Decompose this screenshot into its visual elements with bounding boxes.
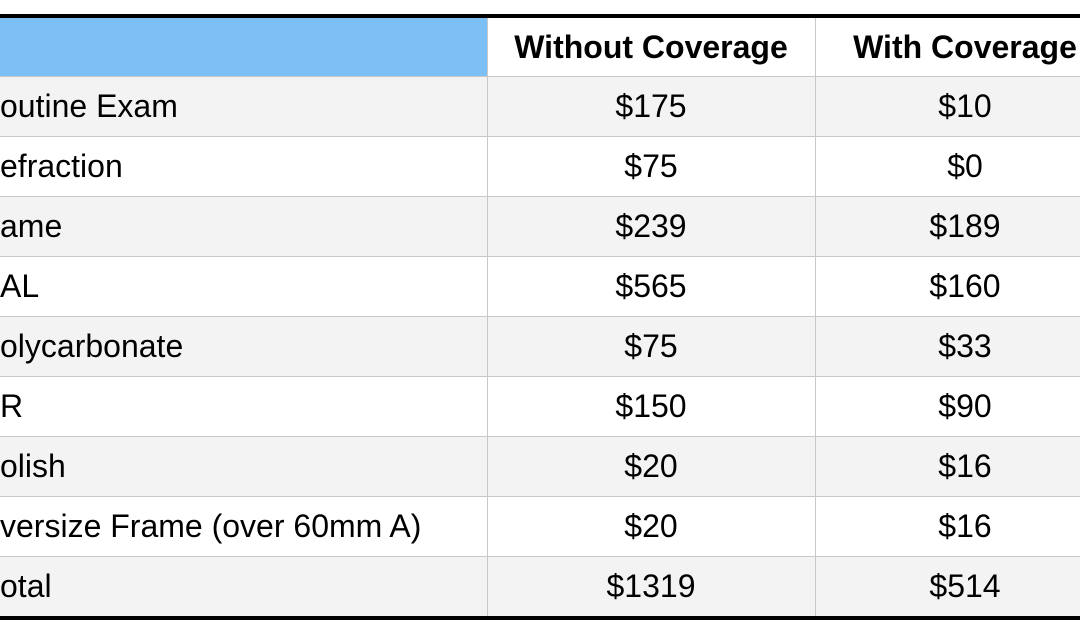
header-cell: Without Coverage xyxy=(487,16,816,77)
header-cell: With Coverage xyxy=(815,16,1080,77)
row-label: AL xyxy=(0,256,488,317)
table-row: efraction $75 $0 xyxy=(0,136,1080,197)
table-row: olycarbonate $75 $33 xyxy=(0,316,1080,377)
price-cell: $75 xyxy=(487,136,816,197)
price-cell: $20 xyxy=(487,436,816,497)
price-cell: $16 xyxy=(815,436,1080,497)
price-cell: $10 xyxy=(815,76,1080,137)
row-label: outine Exam xyxy=(0,76,488,137)
table-row: outine Exam $175 $10 xyxy=(0,76,1080,137)
table-row: otal $1319 $514 xyxy=(0,556,1080,619)
row-label: efraction xyxy=(0,136,488,197)
price-cell: $1319 xyxy=(487,556,816,619)
row-label: versize Frame (over 60mm A) xyxy=(0,496,488,557)
table-row: olish $20 $16 xyxy=(0,436,1080,497)
table-row: ame $239 $189 xyxy=(0,196,1080,257)
row-label: olish xyxy=(0,436,488,497)
price-cell: $90 xyxy=(815,376,1080,437)
price-cell: $16 xyxy=(815,496,1080,557)
price-cell: $175 xyxy=(487,76,816,137)
row-label: R xyxy=(0,376,488,437)
header-blank xyxy=(0,16,488,77)
table-row: versize Frame (over 60mm A) $20 $16 xyxy=(0,496,1080,557)
price-cell: $150 xyxy=(487,376,816,437)
price-cell: $514 xyxy=(815,556,1080,619)
price-cell: $20 xyxy=(487,496,816,557)
price-cell: $189 xyxy=(815,196,1080,257)
price-cell: $0 xyxy=(815,136,1080,197)
price-cell: $160 xyxy=(815,256,1080,317)
price-cell: $33 xyxy=(815,316,1080,377)
price-table: Without Coverage With Coverage outine Ex… xyxy=(0,14,1080,620)
table-row: AL $565 $160 xyxy=(0,256,1080,317)
price-cell: $75 xyxy=(487,316,816,377)
price-cell: $239 xyxy=(487,196,816,257)
header-row: Without Coverage With Coverage xyxy=(0,16,1080,77)
row-label: otal xyxy=(0,556,488,619)
price-cell: $565 xyxy=(487,256,816,317)
row-label: olycarbonate xyxy=(0,316,488,377)
row-label: ame xyxy=(0,196,488,257)
table-row: R $150 $90 xyxy=(0,376,1080,437)
